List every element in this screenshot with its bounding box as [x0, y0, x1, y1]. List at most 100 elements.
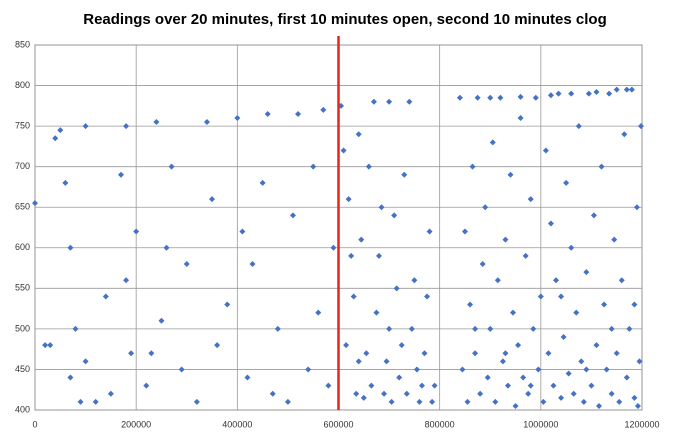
point — [117, 171, 124, 178]
chart-title: Readings over 20 minutes, first 10 minut… — [83, 11, 606, 28]
point — [461, 228, 468, 235]
point — [613, 350, 620, 357]
point — [515, 342, 522, 349]
point — [601, 301, 608, 308]
point — [363, 350, 370, 357]
point — [606, 90, 613, 97]
point — [487, 325, 494, 332]
point — [67, 244, 74, 251]
point — [565, 370, 572, 377]
point — [497, 94, 504, 101]
point — [353, 390, 360, 397]
y-tick-label: 750 — [15, 120, 30, 130]
point — [570, 390, 577, 397]
point — [563, 179, 570, 186]
point — [148, 350, 155, 357]
point — [418, 382, 425, 389]
point — [603, 366, 610, 373]
point — [408, 325, 415, 332]
point — [575, 123, 582, 130]
point — [593, 89, 600, 96]
point — [608, 325, 615, 332]
point — [636, 358, 643, 365]
point — [467, 301, 474, 308]
point — [540, 398, 547, 405]
point — [504, 382, 511, 389]
point — [585, 90, 592, 97]
point — [502, 350, 509, 357]
point — [479, 261, 486, 267]
point — [550, 382, 557, 389]
point — [634, 402, 641, 409]
point — [596, 402, 603, 409]
point — [249, 261, 256, 267]
point — [234, 115, 241, 121]
y-tick-label: 500 — [15, 323, 30, 333]
point — [583, 269, 590, 276]
point — [494, 277, 501, 284]
point — [626, 325, 633, 332]
point — [355, 358, 362, 365]
point — [527, 382, 534, 389]
point — [527, 196, 534, 203]
point — [583, 366, 590, 373]
point — [163, 244, 170, 251]
point — [469, 163, 476, 170]
point — [403, 390, 410, 397]
point — [62, 179, 69, 186]
point — [621, 131, 628, 138]
point — [568, 244, 575, 251]
point — [545, 350, 552, 357]
point — [555, 90, 562, 97]
point — [421, 350, 428, 357]
point — [553, 277, 560, 284]
point — [107, 390, 114, 397]
point — [358, 236, 365, 243]
point — [522, 252, 529, 259]
point — [520, 374, 527, 381]
point — [370, 98, 377, 105]
x-tick-label: 600000 — [323, 419, 353, 429]
point — [558, 293, 565, 300]
point — [532, 94, 539, 101]
point — [616, 398, 623, 405]
x-tick-label: 800000 — [425, 419, 455, 429]
point — [426, 228, 433, 235]
point — [637, 123, 644, 130]
point — [388, 398, 395, 405]
point — [269, 390, 276, 397]
point — [431, 382, 438, 389]
y-tick-label: 850 — [15, 39, 30, 49]
point — [631, 394, 638, 401]
point — [383, 358, 390, 365]
point — [472, 350, 479, 357]
point — [406, 98, 413, 105]
point — [224, 301, 231, 308]
point — [537, 293, 544, 300]
point — [588, 382, 595, 389]
point — [203, 119, 210, 126]
point — [535, 366, 542, 373]
point — [391, 212, 398, 219]
point — [183, 261, 190, 267]
point — [128, 350, 135, 357]
point — [274, 325, 281, 332]
point — [547, 220, 554, 227]
point — [482, 204, 489, 211]
y-tick-label: 700 — [15, 161, 30, 171]
point — [315, 309, 322, 316]
point — [92, 398, 99, 405]
point — [386, 98, 393, 105]
point — [102, 293, 109, 300]
point — [67, 374, 74, 381]
point — [573, 309, 580, 316]
point — [82, 358, 89, 365]
point — [320, 106, 327, 113]
y-tick-label: 550 — [15, 283, 30, 293]
point — [578, 358, 585, 365]
point — [542, 147, 549, 154]
point — [378, 204, 385, 211]
x-tick-label: 200000 — [121, 419, 151, 429]
point — [464, 398, 471, 405]
